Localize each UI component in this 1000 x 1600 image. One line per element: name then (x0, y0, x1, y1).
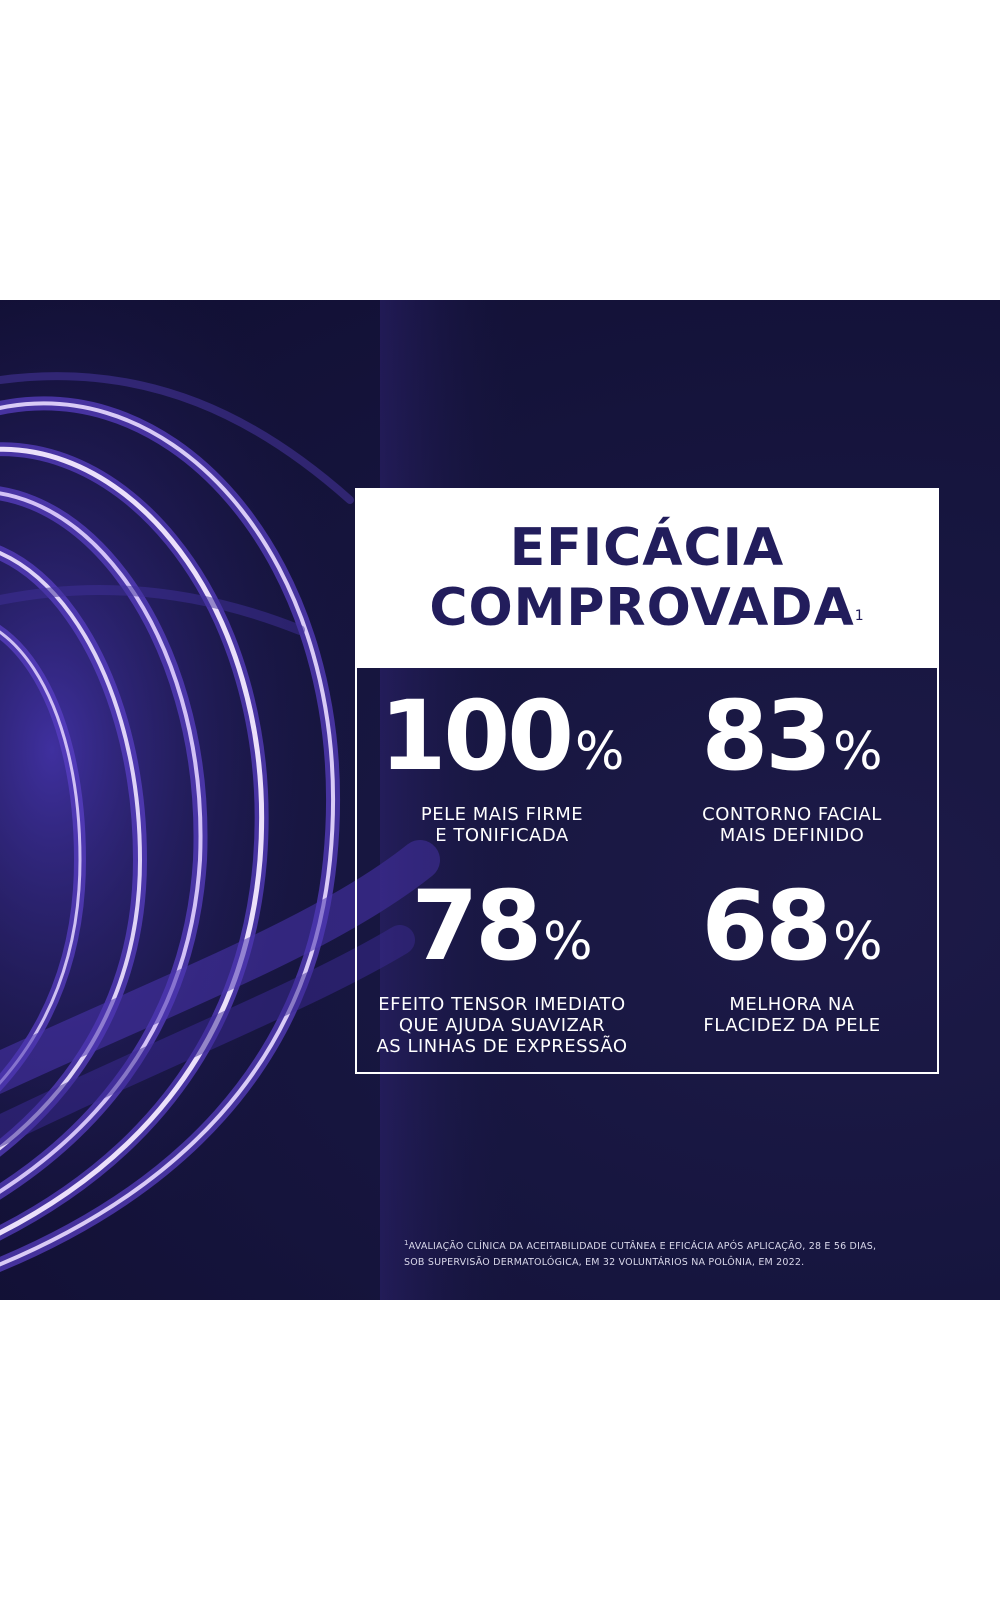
stat-description: PELE MAIS FIRME E TONIFICADA (357, 804, 647, 846)
stat-desc-line: MELHORA NA (729, 994, 855, 1015)
stat-description: CONTORNO FACIAL MAIS DEFINIDO (647, 804, 937, 846)
stat-number: 100 (379, 680, 574, 792)
footnote-line-2: SOB SUPERVISÃO DERMATOLÓGICA, EM 32 VOLU… (404, 1257, 805, 1269)
banner: EFICÁCIA COMPROVADA1 100% PELE MAIS FIRM… (0, 300, 1000, 1300)
stat-value: 78% (357, 876, 647, 992)
stat-desc-line: AS LINHAS DE EXPRESSÃO (376, 1036, 628, 1057)
stat-desc-line: CONTORNO FACIAL (702, 804, 882, 825)
stat-desc-line: EFEITO TENSOR IMEDIATO (378, 994, 626, 1015)
stat-unit: % (574, 722, 625, 782)
footnote-line-1: 1AVALIAÇÃO CLÍNICA DA ACEITABILIDADE CUT… (404, 1235, 904, 1255)
stat-unit: % (543, 912, 593, 972)
stat-tensor-effect: 78% EFEITO TENSOR IMEDIATO QUE AJUDA SUA… (357, 876, 647, 1057)
footnote: 1AVALIAÇÃO CLÍNICA DA ACEITABILIDADE CUT… (404, 1235, 904, 1271)
title-line-2: COMPROVADA1 (357, 578, 937, 638)
stat-value: 83% (647, 686, 937, 802)
stat-number: 83 (701, 680, 832, 792)
stat-number: 78 (411, 870, 542, 982)
stat-description: MELHORA NA FLACIDEZ DA PELE (647, 994, 937, 1036)
stat-desc-line: MAIS DEFINIDO (719, 825, 865, 846)
stat-value: 100% (357, 686, 647, 802)
efficacy-panel: EFICÁCIA COMPROVADA1 100% PELE MAIS FIRM… (355, 488, 939, 1074)
footnote-mark: 1 (404, 1239, 409, 1247)
stat-value: 68% (647, 876, 937, 992)
stat-desc-line: PELE MAIS FIRME (420, 804, 584, 825)
stat-unit: % (833, 722, 883, 782)
panel-header: EFICÁCIA COMPROVADA1 (357, 490, 937, 668)
footnote-text-1: AVALIAÇÃO CLÍNICA DA ACEITABILIDADE CUTÂ… (408, 1241, 877, 1253)
title-line-1: EFICÁCIA (509, 518, 785, 578)
stat-number: 68 (701, 870, 832, 982)
title-footnote-mark: 1 (854, 608, 865, 624)
stat-desc-line: FLACIDEZ DA PELE (703, 1015, 881, 1036)
title-line-2-text: COMPROVADA (429, 578, 855, 638)
stat-description: EFEITO TENSOR IMEDIATO QUE AJUDA SUAVIZA… (357, 994, 647, 1057)
stat-unit: % (833, 912, 883, 972)
stat-desc-line: E TONIFICADA (435, 825, 569, 846)
stat-desc-line: QUE AJUDA SUAVIZAR (398, 1015, 606, 1036)
stat-firm-skin: 100% PELE MAIS FIRME E TONIFICADA (357, 686, 647, 846)
stat-facial-contour: 83% CONTORNO FACIAL MAIS DEFINIDO (647, 686, 937, 846)
stat-flaccidity: 68% MELHORA NA FLACIDEZ DA PELE (647, 876, 937, 1036)
spiral-coils-graphic (0, 300, 520, 1300)
